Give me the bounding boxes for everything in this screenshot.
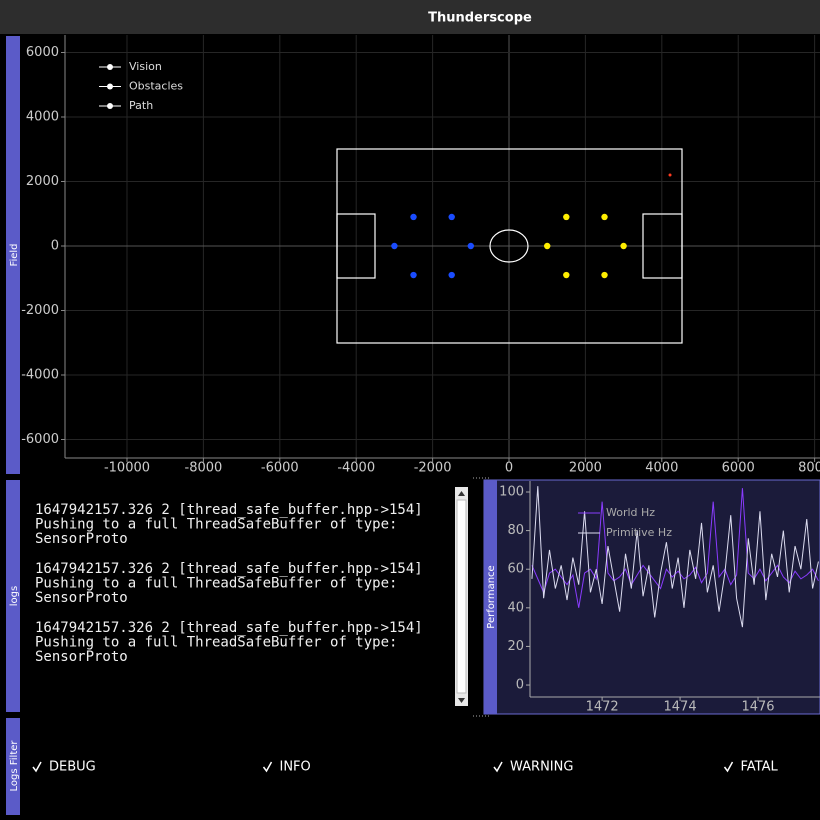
x-tick-label: 1472 [586, 700, 619, 715]
y-tick-label: 0 [516, 678, 524, 693]
scrollbar-handle[interactable] [456, 499, 467, 694]
filter-label[interactable]: WARNING [510, 760, 573, 775]
x-tick-label: -10000 [104, 461, 150, 476]
dock-tab[interactable] [6, 36, 20, 474]
y-tick-label: 40 [507, 600, 524, 615]
dock-tab[interactable] [484, 480, 497, 714]
robot [448, 271, 455, 279]
series-line [531, 486, 819, 628]
legend-label: Primitive Hz [606, 526, 672, 539]
dock-label: Logs Filter [9, 740, 20, 792]
scroll-up-arrow[interactable] [458, 491, 465, 496]
dock-label: Performance [486, 565, 497, 628]
y-tick-label: -2000 [21, 303, 59, 318]
legend-label: Vision [129, 60, 162, 73]
log-filter: DEBUG INFO WARNING FATAL [32, 760, 779, 775]
x-tick-label: 4000 [645, 461, 678, 476]
y-tick-label: -4000 [21, 367, 59, 382]
legend-symbol [107, 64, 113, 70]
robot [544, 242, 551, 250]
x-tick-label: 8000 [798, 461, 820, 476]
center-circle [489, 229, 529, 263]
checkbox-check[interactable] [493, 761, 503, 773]
robot [601, 213, 608, 221]
robot [448, 213, 455, 221]
dock-label: Field [9, 243, 20, 266]
x-tick-label: 1476 [741, 700, 774, 715]
x-tick-label: 0 [505, 461, 513, 476]
robot [563, 271, 570, 279]
checkbox-check[interactable] [262, 761, 273, 773]
y-tick-label: 60 [507, 562, 524, 577]
log-line: 1647942157.326 2 [thread_safe_buffer.hpp… [35, 561, 423, 577]
robot [601, 271, 608, 279]
series-lines [531, 486, 819, 628]
y-tick-label: 4000 [26, 110, 59, 125]
log-line: Pushing to a full ThreadSafeBuffer of ty… [35, 635, 397, 651]
log-line: SensorProto [35, 649, 128, 665]
legend-label: Path [129, 99, 153, 112]
field-lines [336, 148, 683, 344]
title-bar [0, 0, 820, 34]
x-tick-label: -2000 [414, 461, 452, 476]
y-tick-label: -6000 [21, 432, 59, 447]
x-tick-label: -6000 [261, 461, 299, 476]
log-line: SensorProto [35, 531, 128, 547]
filter-label[interactable]: DEBUG [49, 760, 96, 775]
log-line: SensorProto [35, 590, 128, 606]
y-tick-label: 100 [499, 485, 524, 500]
y-tick-label: 20 [507, 639, 524, 654]
scroll-down-arrow[interactable] [458, 698, 465, 703]
log-view: 1647942157.326 2 [thread_safe_buffer.hpp… [35, 502, 423, 665]
filter-label[interactable]: INFO [280, 760, 311, 775]
x-tick-label: -4000 [337, 461, 375, 476]
legend-label: Obstacles [129, 80, 183, 93]
robot [467, 242, 475, 250]
y-tick-label: 0 [51, 239, 59, 254]
x-tick-label: 6000 [722, 461, 755, 476]
log-line: 1647942157.326 2 [thread_safe_buffer.hpp… [35, 620, 423, 636]
checkbox-check[interactable] [32, 761, 42, 773]
window-title: Thunderscope [428, 11, 532, 26]
robot [410, 271, 417, 279]
robot [391, 242, 398, 250]
robot [563, 213, 570, 221]
robot [668, 173, 672, 177]
robot [410, 213, 417, 221]
dock-label: logs [9, 586, 20, 606]
robot [620, 242, 627, 250]
dock-tab[interactable] [6, 718, 20, 815]
log-line: Pushing to a full ThreadSafeBuffer of ty… [35, 517, 397, 533]
y-tick-label: 6000 [26, 45, 59, 60]
legend-symbol [107, 83, 113, 90]
performance-plot: 0 20 40 60 80 100 1472 1474 1476 World Hz Primitiv… [499, 481, 820, 715]
defense-area [336, 213, 376, 279]
checkbox-check[interactable] [723, 761, 734, 773]
log-line: 1647942157.326 2 [thread_safe_buffer.hpp… [35, 502, 423, 518]
log-line: Pushing to a full ThreadSafeBuffer of ty… [35, 576, 397, 592]
legend-label: World Hz [606, 506, 655, 519]
x-tick-label: 2000 [569, 461, 602, 476]
y-tick-label: 2000 [26, 174, 59, 189]
field-grid [65, 35, 820, 458]
y-tick-label: 80 [507, 523, 524, 538]
field-plot: -10000 -8000 -6000 -4000 -2000 0 2000 4000 6000 8… [21, 45, 820, 475]
x-tick-label: -8000 [185, 461, 223, 476]
legend-symbol [107, 103, 113, 109]
defense-area [642, 213, 683, 279]
dock-tab[interactable] [6, 480, 20, 712]
filter-label[interactable]: FATAL [741, 760, 779, 775]
x-tick-label: 1474 [664, 700, 697, 715]
